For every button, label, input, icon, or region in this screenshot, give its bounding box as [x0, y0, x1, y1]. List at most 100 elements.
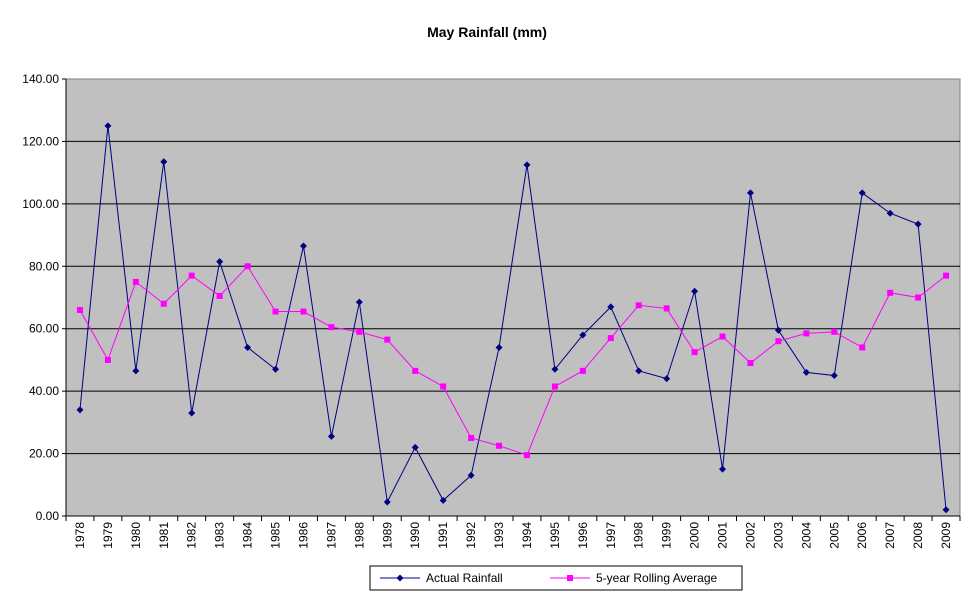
- x-tick-label: 2001: [716, 522, 730, 549]
- x-tick-label: 1987: [324, 522, 338, 549]
- x-tick-label: 2006: [855, 522, 869, 549]
- x-tick-label: 1992: [464, 522, 478, 549]
- x-tick-label: 1997: [604, 522, 618, 549]
- data-point-0: [691, 287, 699, 295]
- data-point-1: [691, 349, 698, 356]
- data-point-0: [802, 368, 810, 376]
- data-point-1: [523, 452, 530, 459]
- x-tick-label: 1980: [129, 522, 143, 549]
- data-point-0: [579, 331, 587, 339]
- x-tick-label: 1989: [380, 522, 394, 549]
- y-tick-label: 20.00: [29, 447, 59, 461]
- data-point-1: [328, 324, 335, 331]
- data-point-0: [914, 220, 922, 228]
- x-tick-label: 1981: [157, 522, 171, 549]
- y-tick-label: 40.00: [29, 384, 59, 398]
- x-tick-label: 2009: [939, 522, 953, 549]
- plot-area: 0.00 20.00 40.00 60.00 80.00 100.00 120.00 140.…: [22, 72, 961, 549]
- y-tick-label: 80.00: [29, 259, 59, 273]
- data-point-0: [327, 432, 335, 440]
- x-tick-label: 2008: [911, 522, 925, 549]
- data-point-1: [775, 338, 782, 345]
- data-point-1: [384, 336, 391, 343]
- data-point-0: [132, 367, 140, 375]
- x-tick-label: 1996: [576, 522, 590, 549]
- data-point-0: [439, 496, 447, 504]
- data-point-0: [551, 365, 559, 373]
- data-point-1: [579, 367, 586, 374]
- data-point-0: [355, 298, 363, 306]
- data-point-0: [719, 465, 727, 473]
- x-tick-label: 2004: [799, 522, 813, 549]
- x-tick-label: 1982: [185, 522, 199, 549]
- data-point-1: [831, 328, 838, 335]
- legend-label-1: 5-year Rolling Average: [596, 571, 718, 585]
- x-tick-label: 1985: [269, 522, 283, 549]
- data-point-0: [104, 122, 112, 130]
- data-point-1: [188, 272, 195, 279]
- data-point-0: [495, 343, 503, 351]
- data-point-1: [943, 272, 950, 279]
- series-line-0: [79, 125, 947, 510]
- data-point-0: [383, 498, 391, 506]
- x-tick-label: 1991: [436, 522, 450, 549]
- legend-marker-1: [567, 575, 573, 581]
- x-tick-label: 1983: [213, 522, 227, 549]
- x-tick-label: 2003: [771, 522, 785, 549]
- data-point-0: [160, 158, 168, 166]
- x-tick-label: 2002: [743, 522, 757, 549]
- x-tick-label: 2000: [688, 522, 702, 549]
- data-point-1: [132, 278, 139, 285]
- data-point-0: [942, 506, 950, 514]
- legend: Actual Rainfall 5-year Rolling Average: [369, 565, 743, 591]
- data-point-1: [216, 292, 223, 299]
- data-point-1: [160, 300, 167, 307]
- data-point-0: [663, 375, 671, 383]
- chart-title: May Rainfall (mm): [427, 24, 547, 40]
- y-tick-label: 100.00: [22, 197, 59, 211]
- data-point-1: [356, 328, 363, 335]
- x-tick-label: 1993: [492, 522, 506, 549]
- data-point-1: [551, 383, 558, 390]
- x-tick-label: 1979: [101, 522, 115, 549]
- data-point-0: [216, 258, 224, 266]
- data-point-0: [830, 372, 838, 380]
- y-tick-label: 140.00: [22, 72, 59, 86]
- data-point-0: [746, 189, 754, 197]
- data-point-1: [635, 302, 642, 309]
- data-point-1: [663, 305, 670, 312]
- y-tick-label: 60.00: [29, 322, 59, 336]
- data-point-1: [607, 335, 614, 342]
- x-tick-label: 1990: [408, 522, 422, 549]
- y-tick-label: 120.00: [22, 134, 59, 148]
- plot-background: [65, 78, 961, 517]
- x-tick-label: 1995: [548, 522, 562, 549]
- x-tick-label: 1986: [296, 522, 310, 549]
- data-point-1: [76, 306, 83, 313]
- data-point-1: [440, 383, 447, 390]
- legend-marker-0: [396, 574, 404, 582]
- data-point-0: [272, 365, 280, 373]
- data-point-1: [887, 289, 894, 296]
- data-point-1: [468, 434, 475, 441]
- legend-label-0: Actual Rainfall: [426, 571, 503, 585]
- series-line-1: [79, 265, 947, 456]
- data-point-0: [467, 471, 475, 479]
- data-point-1: [104, 356, 111, 363]
- data-point-0: [774, 326, 782, 334]
- data-point-1: [272, 308, 279, 315]
- x-tick-label: 1999: [660, 522, 674, 549]
- x-tick-label: 1988: [352, 522, 366, 549]
- data-point-1: [915, 294, 922, 301]
- data-point-0: [523, 161, 531, 169]
- data-point-1: [719, 333, 726, 340]
- data-point-0: [244, 343, 252, 351]
- data-point-1: [412, 367, 419, 374]
- data-point-0: [411, 443, 419, 451]
- x-tick-label: 2007: [883, 522, 897, 549]
- y-tick-label: 0.00: [36, 509, 60, 523]
- data-point-0: [858, 189, 866, 197]
- data-point-1: [244, 263, 251, 270]
